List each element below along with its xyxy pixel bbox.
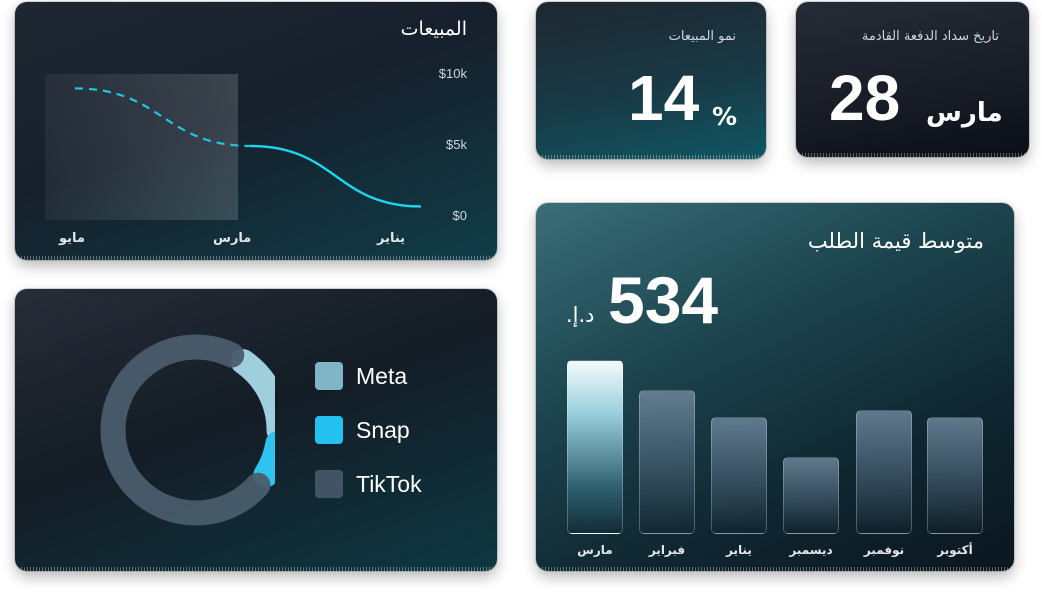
sales-growth-card: نمو المبيعات 14 %	[536, 2, 766, 159]
aov-value: 534	[608, 263, 719, 337]
next-payment-day: 28	[829, 62, 901, 134]
x-tick-may: مايو	[59, 231, 85, 246]
x-tick-january: يناير	[377, 231, 406, 246]
sales-growth-value: 14	[628, 62, 700, 134]
aov-bar-label-january: يناير	[726, 543, 752, 557]
sales-line-chart	[45, 74, 422, 220]
aov-bar-label-march: مارس	[577, 543, 613, 557]
channel-donut-chart	[100, 334, 275, 526]
channels-card: Meta Snap TikTok	[15, 289, 497, 571]
sales-title: المبيعات	[400, 18, 467, 40]
legend-label-meta: Meta	[356, 362, 408, 389]
aov-title: متوسط قيمة الطلب	[807, 229, 984, 253]
donut-segment-snap	[253, 431, 275, 488]
sales-growth-label: نمو المبيعات	[668, 29, 736, 44]
projection-area	[45, 74, 238, 220]
y-tick-5k: $5k	[446, 137, 467, 152]
legend-item-snap: Snap	[315, 416, 410, 444]
aov-bar-december	[783, 457, 839, 534]
aov-bar-march	[567, 360, 623, 534]
sales-card: المبيعات $10k $5k $0 مايو مارس يناير	[15, 2, 497, 260]
y-tick-10k: $10k	[438, 66, 467, 81]
legend-label-tiktok: TikTok	[356, 470, 422, 497]
aov-bar-february	[639, 389, 695, 534]
next-payment-card: تاريخ سداد الدفعة القادمة 28 مارس	[796, 2, 1029, 157]
x-tick-march: مارس	[213, 231, 252, 246]
next-payment-month: مارس	[926, 98, 1003, 128]
sales-projected-line	[74, 87, 252, 148]
legend-swatch-meta	[315, 362, 343, 390]
aov-bar-january	[711, 417, 767, 534]
sales-actual-line	[250, 144, 422, 208]
legend-swatch-snap	[315, 416, 343, 444]
average-order-value-card: متوسط قيمة الطلب 534 د.إ. مارس فبراير يناي…	[536, 203, 1014, 571]
legend-item-tiktok: TikTok	[315, 470, 422, 498]
legend-swatch-tiktok	[315, 470, 343, 498]
legend-label-snap: Snap	[356, 416, 410, 443]
next-payment-label: تاريخ سداد الدفعة القادمة	[861, 29, 999, 44]
donut-segment-tiktok	[100, 334, 271, 526]
aov-bar-label-november: نوفمبر	[863, 543, 905, 557]
aov-bar-october	[927, 417, 983, 534]
sales-growth-unit: %	[712, 102, 738, 131]
aov-currency: د.إ.	[566, 303, 595, 327]
legend-item-meta: Meta	[315, 362, 407, 390]
aov-bar-label-december: ديسمبر	[789, 543, 833, 557]
aov-bar-november	[856, 410, 912, 534]
y-tick-0: $0	[452, 208, 467, 223]
donut-segment-meta	[230, 349, 275, 443]
aov-bar-label-february: فبراير	[648, 543, 686, 557]
aov-bar-label-october: أكتوبر	[937, 543, 973, 557]
